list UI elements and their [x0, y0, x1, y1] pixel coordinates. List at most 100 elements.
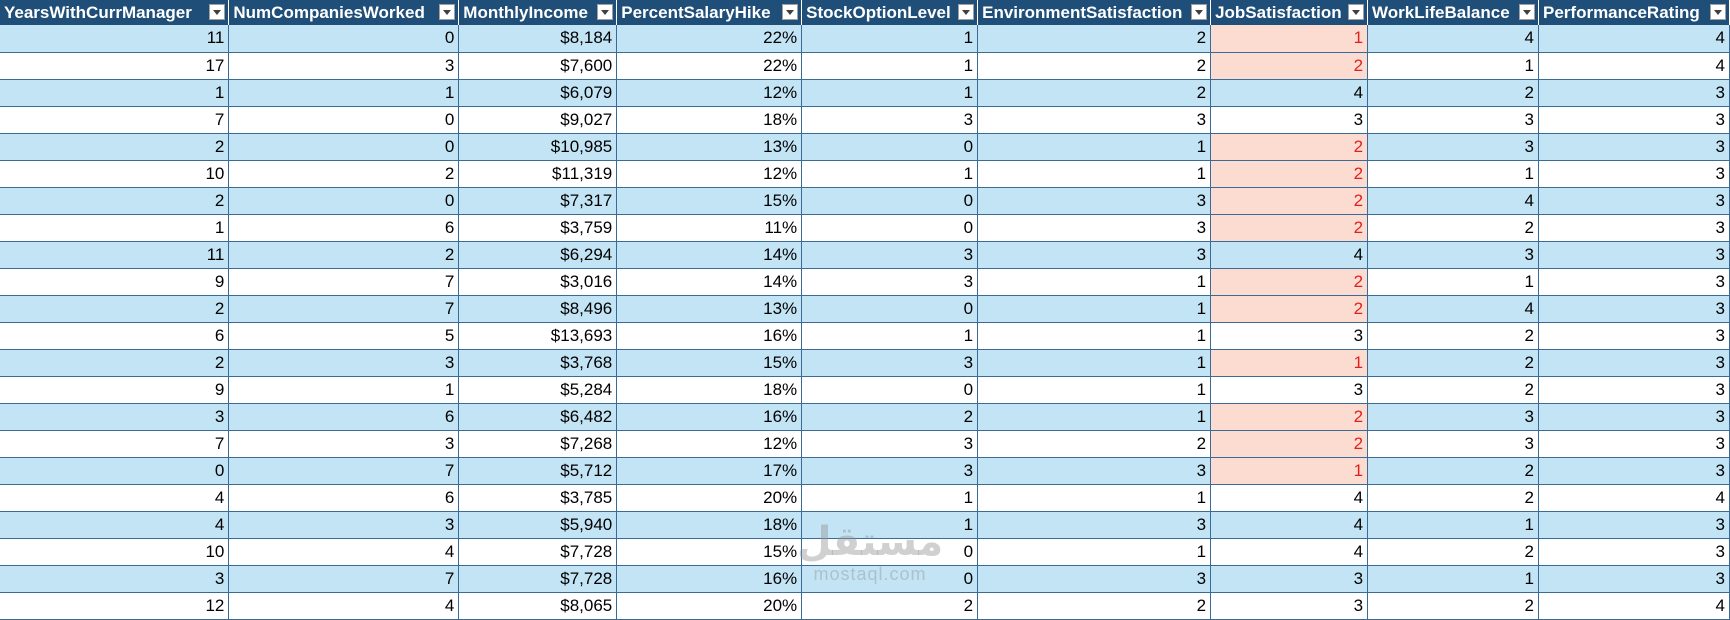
cell-percentsalaryhike[interactable]: 18%	[616, 376, 803, 404]
cell-yearswithcurrmanager[interactable]: 10	[0, 160, 230, 188]
cell-yearswithcurrmanager[interactable]: 17	[0, 52, 230, 80]
cell-numcompaniesworked[interactable]: 3	[228, 349, 460, 377]
cell-monthlyincome[interactable]: $7,728	[458, 538, 618, 566]
cell-stockoptionlevel[interactable]: 3	[801, 457, 979, 485]
cell-jobsatisfaction[interactable]: 2	[1210, 430, 1369, 458]
column-header-performancerating[interactable]: PerformanceRating	[1538, 0, 1730, 25]
cell-stockoptionlevel[interactable]: 0	[801, 376, 979, 404]
cell-performancerating[interactable]: 4	[1538, 484, 1730, 512]
cell-environmentsatisfaction[interactable]: 1	[977, 160, 1212, 188]
cell-percentsalaryhike[interactable]: 12%	[616, 160, 803, 188]
cell-yearswithcurrmanager[interactable]: 1	[0, 79, 230, 107]
cell-jobsatisfaction[interactable]: 2	[1210, 268, 1369, 296]
cell-yearswithcurrmanager[interactable]: 6	[0, 322, 230, 350]
cell-numcompaniesworked[interactable]: 4	[228, 538, 460, 566]
cell-percentsalaryhike[interactable]: 20%	[616, 484, 803, 512]
cell-environmentsatisfaction[interactable]: 2	[977, 25, 1212, 53]
cell-worklifebalance[interactable]: 3	[1367, 403, 1539, 431]
cell-worklifebalance[interactable]: 2	[1367, 457, 1539, 485]
filter-dropdown-icon[interactable]	[958, 4, 975, 20]
cell-yearswithcurrmanager[interactable]: 11	[0, 241, 230, 269]
cell-environmentsatisfaction[interactable]: 1	[977, 538, 1212, 566]
cell-percentsalaryhike[interactable]: 12%	[616, 430, 803, 458]
cell-jobsatisfaction[interactable]: 2	[1210, 160, 1369, 188]
cell-yearswithcurrmanager[interactable]: 2	[0, 295, 230, 323]
cell-monthlyincome[interactable]: $3,759	[458, 214, 618, 242]
cell-stockoptionlevel[interactable]: 1	[801, 484, 979, 512]
cell-worklifebalance[interactable]: 1	[1367, 160, 1539, 188]
cell-worklifebalance[interactable]: 3	[1367, 241, 1539, 269]
cell-performancerating[interactable]: 3	[1538, 214, 1730, 242]
cell-numcompaniesworked[interactable]: 0	[228, 133, 460, 161]
cell-yearswithcurrmanager[interactable]: 7	[0, 106, 230, 134]
cell-environmentsatisfaction[interactable]: 3	[977, 187, 1212, 215]
cell-numcompaniesworked[interactable]: 0	[228, 106, 460, 134]
cell-jobsatisfaction[interactable]: 2	[1210, 187, 1369, 215]
cell-percentsalaryhike[interactable]: 20%	[616, 592, 803, 620]
column-header-environmentsatisfaction[interactable]: EnvironmentSatisfaction	[977, 0, 1212, 25]
cell-performancerating[interactable]: 3	[1538, 565, 1730, 593]
column-header-percentsalaryhike[interactable]: PercentSalaryHike	[616, 0, 803, 25]
cell-yearswithcurrmanager[interactable]: 9	[0, 268, 230, 296]
cell-environmentsatisfaction[interactable]: 3	[977, 457, 1212, 485]
cell-worklifebalance[interactable]: 1	[1367, 268, 1539, 296]
cell-worklifebalance[interactable]: 2	[1367, 79, 1539, 107]
filter-dropdown-icon[interactable]	[1710, 4, 1726, 20]
cell-performancerating[interactable]: 4	[1538, 52, 1730, 80]
cell-monthlyincome[interactable]: $9,027	[458, 106, 618, 134]
column-header-yearswithcurrmanager[interactable]: YearsWithCurrManager	[0, 0, 230, 25]
cell-monthlyincome[interactable]: $6,482	[458, 403, 618, 431]
cell-stockoptionlevel[interactable]: 3	[801, 268, 979, 296]
cell-percentsalaryhike[interactable]: 16%	[616, 403, 803, 431]
cell-monthlyincome[interactable]: $7,728	[458, 565, 618, 593]
cell-percentsalaryhike[interactable]: 11%	[616, 214, 803, 242]
cell-monthlyincome[interactable]: $8,496	[458, 295, 618, 323]
cell-numcompaniesworked[interactable]: 7	[228, 268, 460, 296]
cell-stockoptionlevel[interactable]: 0	[801, 133, 979, 161]
filter-dropdown-icon[interactable]	[209, 4, 226, 20]
cell-worklifebalance[interactable]: 2	[1367, 349, 1539, 377]
cell-monthlyincome[interactable]: $8,184	[458, 25, 618, 53]
cell-environmentsatisfaction[interactable]: 2	[977, 52, 1212, 80]
cell-percentsalaryhike[interactable]: 13%	[616, 295, 803, 323]
cell-environmentsatisfaction[interactable]: 3	[977, 106, 1212, 134]
cell-stockoptionlevel[interactable]: 3	[801, 430, 979, 458]
cell-numcompaniesworked[interactable]: 7	[228, 565, 460, 593]
cell-numcompaniesworked[interactable]: 6	[228, 214, 460, 242]
cell-performancerating[interactable]: 3	[1538, 322, 1730, 350]
cell-percentsalaryhike[interactable]: 16%	[616, 322, 803, 350]
cell-yearswithcurrmanager[interactable]: 12	[0, 592, 230, 620]
cell-jobsatisfaction[interactable]: 3	[1210, 322, 1369, 350]
cell-environmentsatisfaction[interactable]: 1	[977, 322, 1212, 350]
cell-numcompaniesworked[interactable]: 0	[228, 25, 460, 53]
cell-environmentsatisfaction[interactable]: 1	[977, 403, 1212, 431]
filter-dropdown-icon[interactable]	[1348, 4, 1365, 20]
cell-performancerating[interactable]: 3	[1538, 376, 1730, 404]
filter-dropdown-icon[interactable]	[597, 4, 614, 20]
cell-yearswithcurrmanager[interactable]: 11	[0, 25, 230, 53]
cell-jobsatisfaction[interactable]: 2	[1210, 214, 1369, 242]
cell-monthlyincome[interactable]: $11,319	[458, 160, 618, 188]
column-header-stockoptionlevel[interactable]: StockOptionLevel	[801, 0, 979, 25]
cell-environmentsatisfaction[interactable]: 1	[977, 484, 1212, 512]
cell-stockoptionlevel[interactable]: 3	[801, 349, 979, 377]
cell-percentsalaryhike[interactable]: 22%	[616, 25, 803, 53]
cell-stockoptionlevel[interactable]: 0	[801, 187, 979, 215]
cell-yearswithcurrmanager[interactable]: 2	[0, 349, 230, 377]
cell-stockoptionlevel[interactable]: 1	[801, 25, 979, 53]
cell-percentsalaryhike[interactable]: 14%	[616, 268, 803, 296]
cell-yearswithcurrmanager[interactable]: 7	[0, 430, 230, 458]
cell-environmentsatisfaction[interactable]: 3	[977, 511, 1212, 539]
cell-jobsatisfaction[interactable]: 4	[1210, 79, 1369, 107]
cell-performancerating[interactable]: 3	[1538, 457, 1730, 485]
cell-worklifebalance[interactable]: 1	[1367, 52, 1539, 80]
cell-stockoptionlevel[interactable]: 2	[801, 592, 979, 620]
cell-percentsalaryhike[interactable]: 12%	[616, 79, 803, 107]
cell-worklifebalance[interactable]: 3	[1367, 430, 1539, 458]
cell-performancerating[interactable]: 3	[1538, 268, 1730, 296]
cell-monthlyincome[interactable]: $13,693	[458, 322, 618, 350]
filter-dropdown-icon[interactable]	[1191, 4, 1208, 20]
cell-numcompaniesworked[interactable]: 2	[228, 241, 460, 269]
cell-percentsalaryhike[interactable]: 16%	[616, 565, 803, 593]
cell-worklifebalance[interactable]: 2	[1367, 376, 1539, 404]
